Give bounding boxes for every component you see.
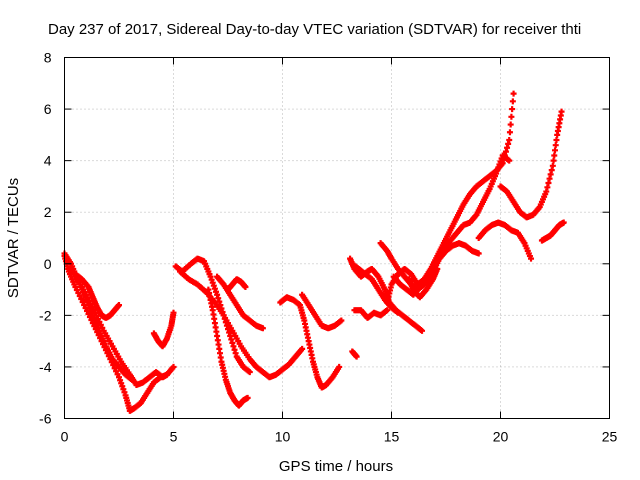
y-tick-label: 8 bbox=[44, 50, 52, 66]
data-point bbox=[419, 327, 426, 334]
data-point bbox=[170, 309, 177, 316]
x-tick-label: 20 bbox=[493, 429, 509, 445]
data-point bbox=[116, 302, 122, 309]
data-point bbox=[242, 283, 249, 290]
plot-frame bbox=[64, 57, 610, 419]
y-tick-label: 4 bbox=[44, 153, 52, 169]
data-point bbox=[163, 371, 170, 378]
data-points bbox=[61, 90, 567, 414]
data-point bbox=[553, 137, 560, 144]
data-point bbox=[395, 309, 402, 316]
grid-lines bbox=[64, 57, 610, 419]
data-point bbox=[560, 219, 567, 226]
data-point bbox=[384, 307, 391, 314]
data-point bbox=[475, 250, 482, 257]
data-point bbox=[510, 90, 517, 97]
data-point bbox=[551, 152, 558, 159]
data-point bbox=[170, 363, 177, 370]
data-point bbox=[550, 157, 557, 164]
y-tick-label: 0 bbox=[44, 256, 52, 272]
data-point bbox=[506, 129, 513, 136]
data-point bbox=[129, 376, 136, 383]
data-point bbox=[508, 113, 515, 120]
data-point bbox=[434, 265, 441, 272]
y-tick-label: -2 bbox=[39, 307, 52, 323]
data-point bbox=[353, 353, 360, 360]
x-tick-label: 25 bbox=[602, 429, 618, 445]
data-point bbox=[549, 162, 556, 169]
data-point bbox=[246, 369, 253, 376]
x-tick-label: 0 bbox=[61, 429, 69, 445]
y-tick-label: -4 bbox=[39, 359, 52, 375]
y-tick-label: -6 bbox=[39, 411, 52, 427]
data-point bbox=[558, 108, 565, 115]
y-tick-label: 2 bbox=[44, 204, 52, 220]
data-point bbox=[506, 157, 513, 164]
data-point bbox=[507, 121, 514, 128]
data-point bbox=[509, 98, 516, 105]
data-point bbox=[299, 345, 306, 352]
y-axis-ticks: -6 -4 -2 0 2 4 6 8 bbox=[39, 50, 610, 427]
y-axis-label: SDTVAR / TECUs bbox=[5, 178, 22, 298]
data-point bbox=[336, 363, 343, 370]
data-point bbox=[506, 137, 513, 144]
chart-title: Day 237 of 2017, Sidereal Day-to-day VTE… bbox=[48, 21, 581, 38]
x-axis-label: GPS time / hours bbox=[279, 458, 393, 475]
x-tick-label: 10 bbox=[275, 429, 291, 445]
y-tick-label: 6 bbox=[44, 101, 52, 117]
data-point bbox=[244, 394, 251, 401]
x-axis-ticks: 0 5 10 15 20 25 bbox=[61, 57, 618, 445]
data-point bbox=[528, 255, 535, 262]
x-tick-label: 5 bbox=[170, 429, 178, 445]
x-tick-label: 15 bbox=[384, 429, 400, 445]
data-point bbox=[552, 147, 558, 154]
data-point bbox=[259, 325, 266, 332]
data-point bbox=[338, 317, 345, 324]
data-point bbox=[552, 142, 559, 149]
data-point bbox=[509, 106, 516, 113]
